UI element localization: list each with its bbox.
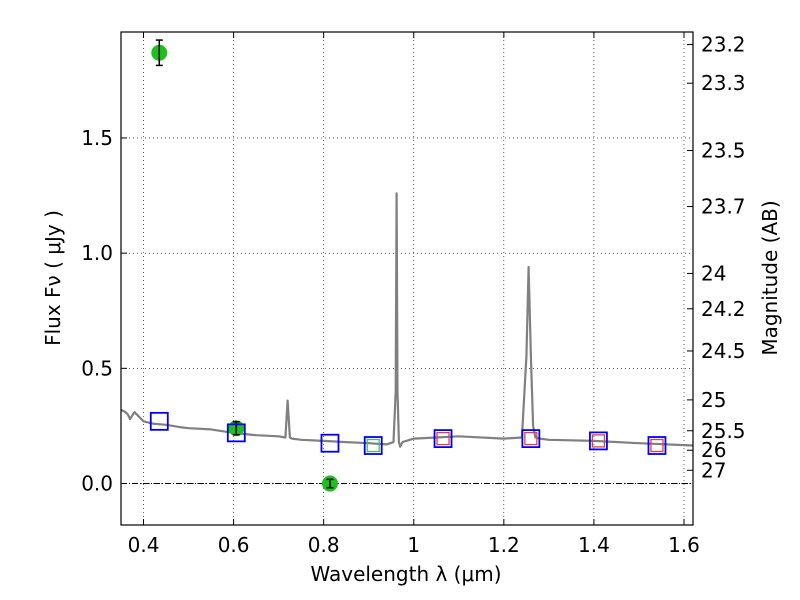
mag-tick-label: 24.2 [701, 297, 746, 321]
y2-axis-title: Magnitude (AB) [758, 200, 782, 355]
x-tick-label: 1 [407, 533, 420, 557]
y-tick-label: 1.0 [81, 241, 113, 265]
y-tick-label: 1.5 [81, 126, 113, 150]
x-tick-label: 1.4 [578, 533, 610, 557]
y-axis-title: Flux Fν ( μJy ) [41, 210, 65, 346]
model-square-marker [149, 411, 169, 431]
inner-square-marker [366, 438, 380, 453]
ticks: 0.4 0.6 0.8 1 1.2 1.4 1.6 0.0 0.5 1.0 1.5 23.2 23.3 2… [81, 32, 746, 557]
markers [149, 39, 667, 492]
x-tick-label: 1.2 [488, 533, 520, 557]
plot-frame [120, 31, 694, 526]
y-tick-label: 0.5 [81, 356, 113, 380]
model-square-marker [226, 423, 246, 443]
mag-tick-label: 25.5 [701, 419, 746, 443]
model-square-marker [521, 429, 541, 449]
mag-tick-label: 27 [701, 458, 726, 482]
mag-tick-label: 23.2 [701, 33, 746, 57]
model-square-marker [320, 433, 340, 453]
sed-series [120, 192, 694, 448]
mag-tick-label: 25 [701, 388, 726, 412]
mag-tick-label: 24.5 [701, 339, 746, 363]
model-square-marker [433, 429, 453, 449]
model-square-marker [589, 431, 608, 451]
inner-square-marker [524, 431, 538, 446]
y-tick-label: 0.0 [81, 472, 113, 496]
x-tick-label: 1.6 [668, 533, 700, 557]
inner-square-marker [591, 434, 606, 448]
sed-line [120, 192, 694, 448]
inner-square-marker [436, 431, 450, 446]
grid [121, 32, 693, 525]
mag-tick-label: 26 [701, 438, 726, 462]
inner-square-marker [650, 438, 664, 453]
mag-tick-label: 23.7 [701, 195, 746, 219]
model-square-marker [363, 436, 383, 455]
model-square-marker [647, 436, 667, 455]
mag-tick-label: 24 [701, 261, 726, 285]
x-tick-label: 0.4 [128, 533, 160, 557]
mag-tick-label: 23.3 [701, 71, 746, 95]
x-tick-label: 0.6 [218, 533, 250, 557]
mag-tick-label: 23.5 [701, 139, 746, 163]
x-tick-label: 0.8 [308, 533, 340, 557]
x-axis-title: Wavelength λ (μm) [310, 562, 501, 586]
